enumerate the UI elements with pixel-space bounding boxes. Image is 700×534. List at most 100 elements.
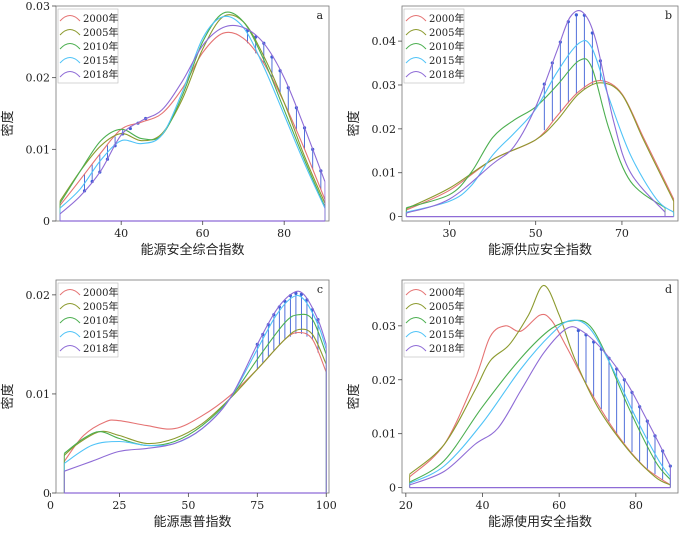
legend-swatch (59, 303, 81, 310)
series-line-2010年 (63, 313, 327, 454)
x-axis-label: 能源供应安全指数 (488, 242, 592, 258)
series-line-2010年 (406, 58, 666, 209)
series-line-2015年 (406, 39, 675, 213)
panel-label: a (316, 9, 323, 22)
legend-swatch (405, 57, 427, 64)
legend-entry: 2000年 (429, 12, 464, 25)
chart-panel-b: 30 50 7000.010.020.030.04能源供应安全指数密度b2000年2… (346, 5, 679, 258)
legend-entry: 2000年 (429, 286, 464, 299)
legend-box (403, 282, 465, 358)
legend-swatch (405, 345, 427, 352)
y-tick-label: 0 (389, 211, 396, 224)
legend-entry: 2015年 (429, 328, 464, 341)
hatch-point (294, 291, 298, 295)
chart-panel-d: 20 40 60 80 0 0.01 0.02 0.03 能源使用安全指数 密度 d 2000年200… (346, 279, 679, 530)
series-line-2005年 (59, 14, 326, 204)
x-tick-label: 40 (476, 499, 490, 512)
x-tick-label: 50 (529, 227, 543, 240)
legend-entry: 2010年 (83, 314, 118, 327)
legend-entry: 2010年 (83, 40, 118, 53)
x-tick-label: 75 (250, 499, 264, 512)
legend-swatch (59, 57, 81, 64)
x-axis-label: 能源使用安全指数 (488, 514, 592, 530)
legend-swatch (59, 29, 81, 36)
y-tick-label: 0 (43, 215, 50, 228)
legend-entry: 2005年 (83, 300, 118, 313)
y-axis-label: 密度 (0, 110, 16, 136)
x-tick-label: 100 (316, 499, 337, 512)
y-tick-label: 0.02 (26, 72, 51, 85)
legend-entry: 2015年 (83, 328, 118, 341)
legend-entry: 2005年 (83, 26, 118, 39)
legend-swatch (405, 15, 427, 22)
legend-swatch (405, 289, 427, 296)
legend-swatch (405, 71, 427, 78)
x-tick-label: 20 (399, 499, 413, 512)
legend-swatch (405, 43, 427, 50)
legend-swatch (59, 289, 81, 296)
y-axis-label: 密度 (346, 110, 362, 136)
series-line-2005年 (406, 82, 675, 210)
y-tick-label: 0.02 (372, 123, 397, 136)
legend-swatch (59, 317, 81, 324)
x-axis-label: 能源惠普指数 (153, 515, 231, 530)
legend-swatch (405, 29, 427, 36)
legend-entry: 2018年 (429, 68, 464, 81)
legend-entry: 2000年 (83, 286, 118, 299)
y-tick-label: 0.02 (372, 374, 397, 387)
y-tick-label: 0.02 (26, 289, 51, 302)
x-tick-label: 50 (181, 499, 195, 512)
legend-entry: 2005年 (429, 300, 464, 313)
hatch-point (574, 13, 578, 17)
series-line-2015年 (409, 319, 671, 484)
chart-panel-a: 40 60 80 0 0.01 0.02 0.03 能源安全综合指数 密度 a 2000年2005年… (0, 0, 330, 258)
legend-swatch (405, 303, 427, 310)
x-tick-label: 40 (114, 227, 128, 240)
legend-entry: 2018年 (83, 342, 118, 355)
y-tick-label: 0.01 (372, 167, 397, 180)
x-tick-label: 60 (196, 227, 210, 240)
legend-entry: 2010年 (429, 40, 464, 53)
x-axis-label: 能源安全综合指数 (140, 242, 244, 258)
y-tick-label: 0.03 (372, 79, 397, 92)
legend-swatch (59, 345, 81, 352)
y-axis-label: 密度 (346, 383, 362, 409)
y-tick-label: 0.01 (26, 143, 51, 156)
y-tick-label: 0.03 (372, 320, 397, 333)
panel-label: d (665, 283, 672, 296)
legend-entry: 2015年 (83, 54, 118, 67)
series-line-2000年 (63, 331, 327, 462)
legend-swatch (59, 331, 81, 338)
legend-box (57, 282, 119, 358)
legend-swatch (405, 331, 427, 338)
chart-panel-c: 0 25 50 75 10000.010.02能源惠普指数密度c2000年2005年20… (0, 279, 337, 530)
legend-entry: 2018年 (83, 68, 118, 81)
legend-entry: 2005年 (429, 26, 464, 39)
plot-frame (401, 279, 679, 494)
series-line-2018年 (409, 326, 671, 486)
legend-swatch (59, 43, 81, 50)
legend-entry: 2015年 (429, 54, 464, 67)
y-axis-label: 密度 (0, 383, 16, 409)
x-tick-label: 60 (552, 499, 566, 512)
series-line-2018年 (406, 10, 666, 214)
y-tick-label: 0.03 (26, 0, 51, 13)
series-line-2010年 (59, 11, 326, 207)
legend-box (57, 8, 119, 84)
series-line-2018年 (64, 290, 327, 472)
series-line-2005年 (409, 284, 671, 486)
series-line-2000年 (409, 313, 671, 486)
y-tick-label: 0 (389, 482, 396, 495)
panel-label: c (317, 283, 323, 296)
x-tick-label: 70 (615, 227, 629, 240)
x-tick-label: 80 (629, 499, 643, 512)
legend-swatch (59, 71, 81, 78)
x-tick-label: 30 (442, 227, 456, 240)
legend-entry: 2000年 (83, 12, 118, 25)
plot-frame (401, 5, 679, 222)
series-line-2000年 (406, 80, 675, 211)
